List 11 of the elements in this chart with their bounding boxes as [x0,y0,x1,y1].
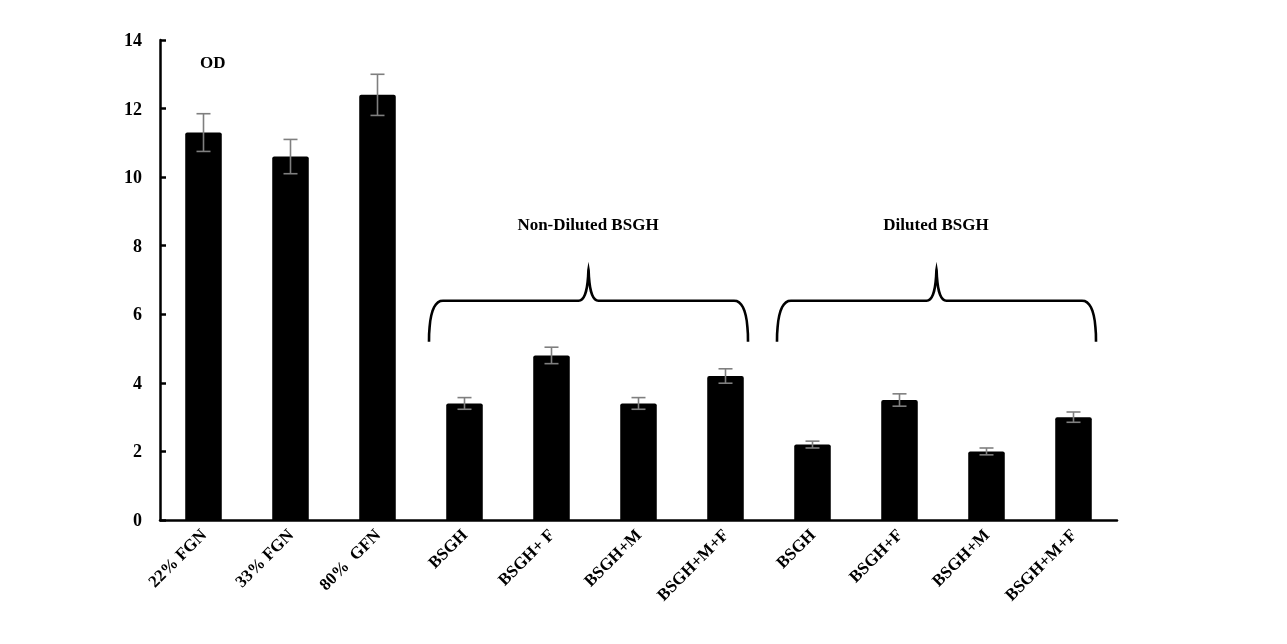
y-tick-label: 12 [124,98,142,119]
y-tick-label: 4 [133,372,142,393]
annotation: Diluted BSGH [883,215,989,236]
annotation: Non-Diluted BSGH [517,215,659,236]
y-tick-label: 8 [133,235,142,256]
y-tick-label: 2 [133,441,142,462]
y-tick-label: 10 [124,167,142,188]
y-tick-label: 6 [133,304,142,325]
y-axis-title: OD [200,53,226,72]
y-tick-label: 0 [133,510,142,530]
y-tick-label: 14 [124,30,142,50]
